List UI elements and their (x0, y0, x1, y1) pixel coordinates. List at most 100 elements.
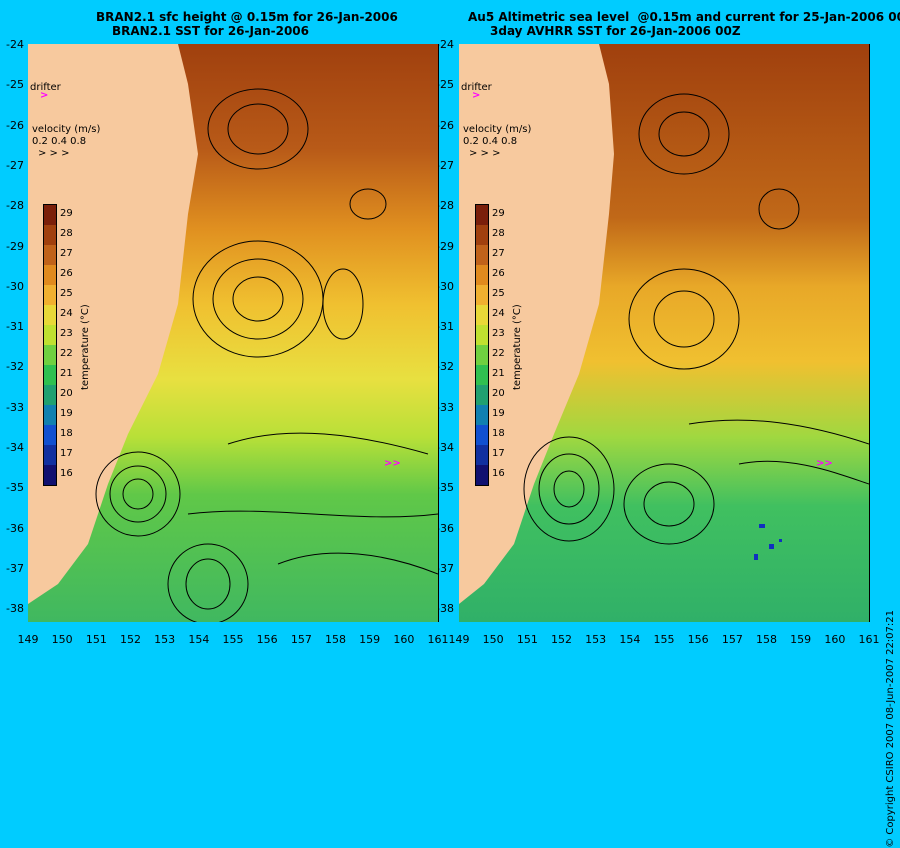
lon-tick-right: 152 (551, 633, 572, 646)
colorbar-left (43, 204, 57, 486)
colorbar-swatch (476, 425, 488, 445)
lon-tick-left: 160 (393, 633, 415, 646)
left-map-svg (28, 44, 438, 622)
colorbar-swatch (44, 305, 56, 325)
lat-tick-left: -31 (6, 320, 24, 334)
velocity-label-left: velocity (m/s) (32, 124, 101, 135)
colorbar-tick-label: 20 (60, 388, 73, 399)
lat-tick-left: -30 (6, 279, 24, 293)
colorbar-swatch (476, 265, 488, 285)
colorbar-swatch (44, 465, 56, 485)
colorbar-label-right: temperature (°C) (512, 304, 523, 390)
velocity-arrows-left: > > > (38, 148, 70, 159)
colorbar-tick-label: 27 (492, 248, 505, 259)
lat-tick-left: -37 (6, 561, 24, 575)
lat-tick-middle: -33 (436, 400, 454, 414)
colorbar-swatch (44, 285, 56, 305)
lat-tick-middle: -29 (436, 239, 454, 253)
lon-tick-left: 149 (17, 633, 39, 646)
right-map-panel (459, 44, 870, 622)
lat-tick-left: -32 (6, 360, 24, 374)
colorbar-swatch (476, 205, 488, 225)
lon-tick-left: 159 (359, 633, 381, 646)
copyright-notice: © Copyright CSIRO 2007 08-Jun-2007 22:07… (885, 610, 896, 848)
lat-tick-left: -36 (6, 521, 24, 535)
left-map-panel (28, 44, 439, 622)
colorbar-swatch (476, 465, 488, 485)
lat-tick-middle: -37 (436, 561, 454, 575)
lon-tick-right: 150 (482, 633, 504, 646)
colorbar-swatch (476, 385, 488, 405)
right-title-line2: 3day AVHRR SST for 26-Jan-2006 00Z (490, 24, 741, 38)
lon-tick-left: 155 (222, 633, 244, 646)
right-title-line1: Au5 Altimetric sea level @0.15m and curr… (468, 10, 900, 24)
lat-tick-left: -35 (6, 481, 24, 495)
velocity-label-right: velocity (m/s) (463, 124, 532, 135)
colorbar-tick-label: 17 (492, 448, 505, 459)
lon-tick-left: 154 (188, 633, 210, 646)
colorbar-tick-label: 21 (60, 368, 73, 379)
lon-tick-right: 153 (585, 633, 607, 646)
colorbar-swatch (476, 325, 488, 345)
lon-tick-right: 151 (516, 633, 538, 646)
lon-tick-right: 159 (790, 633, 812, 646)
colorbar-tick-label: 23 (492, 328, 505, 339)
colorbar-swatch (476, 365, 488, 385)
lat-tick-left: -27 (6, 158, 24, 172)
colorbar-tick-label: 23 (60, 328, 73, 339)
colorbar-tick-label: 21 (492, 368, 505, 379)
colorbar-swatch (44, 205, 56, 225)
lat-tick-middle: -28 (436, 199, 454, 213)
lat-tick-middle: -36 (436, 521, 454, 535)
lat-tick-middle: -24 (436, 38, 454, 51)
lat-tick-left: -34 (6, 441, 24, 454)
colorbar-tick-label: 19 (60, 408, 73, 419)
colorbar-swatch (44, 225, 56, 245)
colorbar-swatch (476, 345, 488, 365)
lat-tick-left: -38 (6, 602, 24, 616)
lon-tick-right: 157 (721, 633, 743, 646)
lon-tick-left: 158 (325, 633, 346, 646)
colorbar-swatch (44, 385, 56, 405)
drifter-marker-left-south: >> (384, 458, 401, 469)
colorbar-swatch (44, 265, 56, 285)
colorbar-tick-label: 28 (492, 228, 505, 239)
lat-tick-middle: -27 (436, 158, 454, 172)
colorbar-swatch (476, 225, 488, 245)
lat-tick-middle: -25 (436, 78, 454, 92)
lon-tick-right: 156 (687, 633, 709, 646)
drifter-marker-right: > (472, 90, 481, 101)
contour-lines (523, 93, 869, 545)
colorbar-swatch (476, 405, 488, 425)
colorbar-swatch (476, 305, 488, 325)
colorbar-swatch (44, 365, 56, 385)
drifter-marker-right-south: >> (816, 458, 833, 469)
lon-tick-left: 161 (427, 633, 449, 646)
lon-tick-left: 156 (256, 633, 278, 646)
lon-tick-right: 149 (448, 633, 470, 646)
colorbar-tick-label: 17 (60, 448, 73, 459)
contour-lines (95, 88, 438, 622)
colorbar-tick-label: 26 (60, 268, 73, 279)
colorbar-swatch (476, 245, 488, 265)
colorbar-swatch (44, 445, 56, 465)
colorbar-tick-label: 19 (492, 408, 505, 419)
colorbar-swatch (44, 325, 56, 345)
colorbar-tick-label: 24 (60, 308, 73, 319)
lat-tick-middle: -30 (436, 279, 454, 293)
colorbar-tick-label: 28 (60, 228, 73, 239)
right-map-svg (459, 44, 869, 622)
left-title-line1: BRAN2.1 sfc height @ 0.15m for 26-Jan-20… (96, 10, 398, 24)
colorbar-tick-label: 26 (492, 268, 505, 279)
lat-tick-left: -26 (6, 118, 24, 132)
lat-tick-left: -24 (6, 38, 24, 51)
lat-tick-left: -29 (6, 239, 24, 253)
lon-tick-right: 154 (619, 633, 641, 646)
land-mass (28, 44, 198, 604)
lon-tick-right: 155 (653, 633, 675, 646)
lon-tick-right: 160 (824, 633, 846, 646)
colorbar-tick-label: 25 (492, 288, 505, 299)
lat-tick-middle: -31 (436, 320, 454, 334)
lon-tick-left: 150 (51, 633, 73, 646)
left-title-line2: BRAN2.1 SST for 26-Jan-2006 (112, 24, 309, 38)
